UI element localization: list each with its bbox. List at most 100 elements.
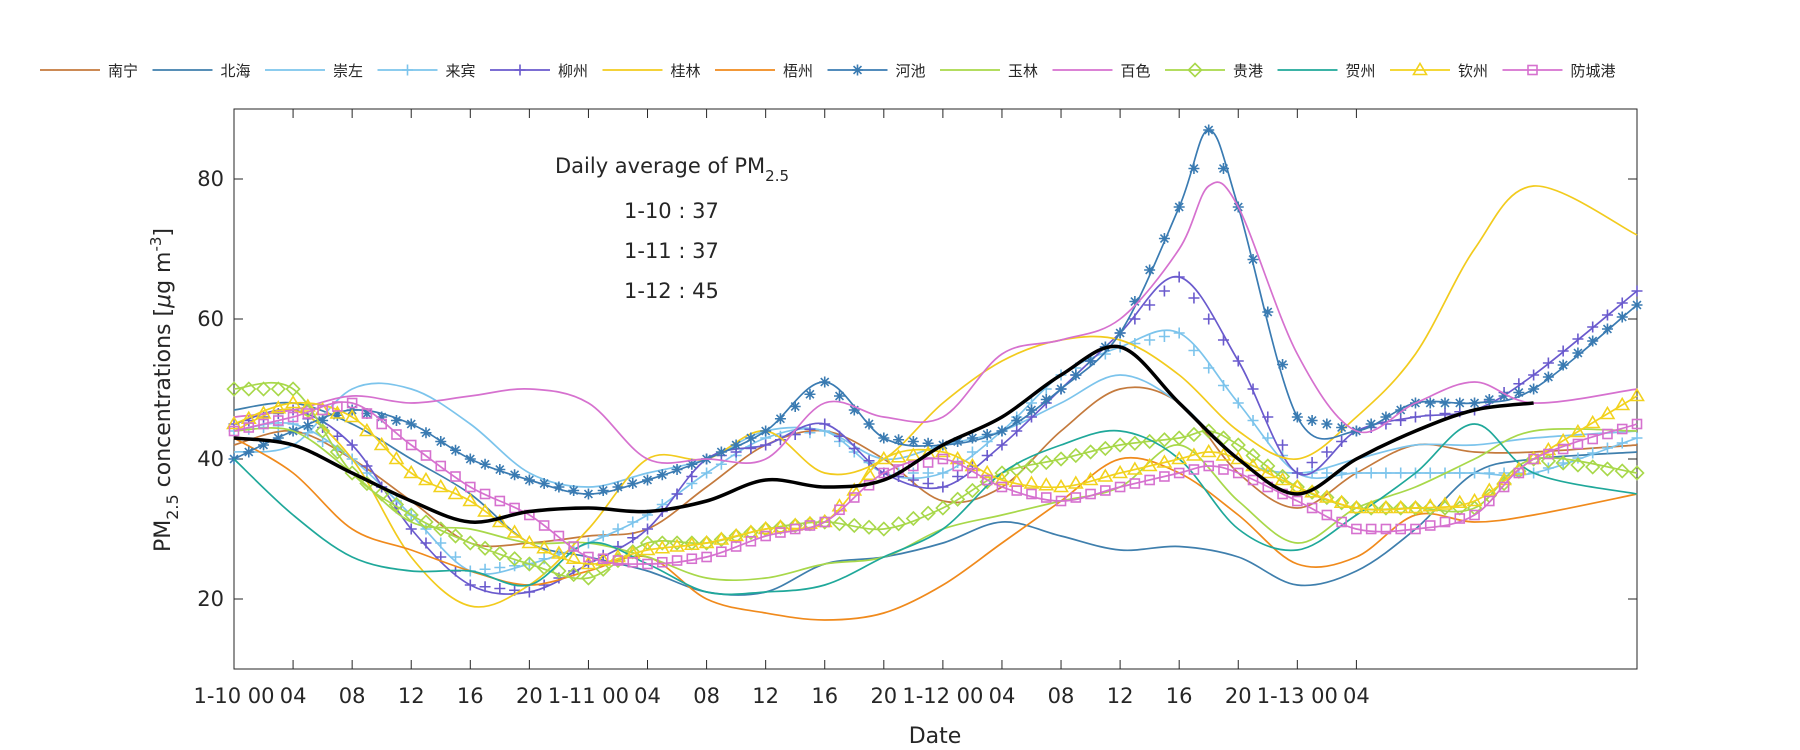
data-point-marker [450,444,462,456]
data-point-marker [715,446,727,458]
data-point-marker [285,394,301,409]
data-point-marker [1422,498,1439,512]
data-point-marker [952,460,963,472]
data-point-marker [272,432,284,444]
y-tick-label: 60 [197,307,224,331]
data-point-marker [418,471,434,486]
data-point-marker [1188,345,1200,356]
data-point-marker [819,516,831,528]
data-point-marker [1187,62,1203,78]
data-point-marker [1599,461,1616,477]
legend-label: 桂林 [671,62,701,80]
data-point-marker [1158,285,1170,297]
data-point-marker [1319,489,1335,506]
annotation-line: 1-11 : 37 [624,239,719,263]
data-point-marker [597,485,609,496]
data-point-marker [1407,500,1424,516]
data-point-marker [1097,440,1113,457]
data-point-marker [875,450,892,465]
annotation-title: Daily average of PM2.5 [555,154,789,185]
data-point-marker [270,400,287,414]
data-point-marker [1112,464,1129,479]
data-point-marker [479,563,491,575]
data-point-marker [402,64,413,76]
plot-area [233,108,1638,670]
data-point-marker [462,492,479,507]
data-point-marker [1053,451,1069,467]
x-tick-label: 12 [1107,684,1134,708]
data-point-marker [302,420,314,432]
data-point-marker [1321,467,1333,479]
data-point-marker [1112,437,1128,453]
annotation-line: 1-10 : 37 [624,199,719,223]
data-point-marker [728,527,745,542]
data-point-marker [270,381,286,397]
data-point-marker [671,464,683,475]
data-point-marker [1587,447,1599,459]
data-point-marker [447,528,464,544]
data-point-marker [566,566,582,583]
data-point-marker [1601,323,1613,335]
annotation-line: 1-12 : 45 [624,279,719,303]
data-point-marker [464,453,476,465]
data-point-marker [757,520,774,535]
data-point-marker [1173,201,1185,213]
data-point-marker [1395,415,1407,426]
data-point-marker [627,516,639,528]
data-point-marker [1483,394,1495,405]
x-tick-label: 20 [516,684,543,708]
x-axis-label: Date [909,724,962,749]
data-point-marker [1232,355,1244,367]
data-point-marker [1262,306,1274,318]
data-point-marker [683,536,700,551]
data-point-marker [1585,459,1601,475]
data-point-marker [329,444,346,460]
data-point-marker [1129,296,1141,307]
data-point-marker [299,398,316,412]
data-point-marker [506,524,523,538]
data-point-marker [1144,474,1155,486]
data-point-marker [494,562,506,573]
x-tick-label: 1-13 00 [1257,684,1338,708]
series-12 [233,423,1638,596]
data-point-marker [698,534,715,549]
data-point-marker [996,425,1008,437]
data-point-marker [1380,467,1392,479]
data-point-marker [332,401,343,412]
data-point-marker [1053,478,1069,493]
data-point-marker [1616,437,1628,449]
data-point-marker [890,449,907,463]
data-point-marker [1085,488,1096,500]
data-point-marker [538,579,550,591]
series-line [233,437,1638,621]
data-point-marker [595,552,612,566]
data-point-marker [273,415,284,426]
data-point-marker [538,553,550,565]
series-11 [226,381,1645,586]
data-point-marker [405,418,417,430]
data-point-marker [1259,464,1276,479]
data-point-marker [935,500,951,516]
data-point-marker [553,530,565,542]
data-point-marker [420,427,432,439]
data-point-marker [287,411,299,423]
data-point-marker [669,538,685,552]
mean-line [233,344,1534,524]
data-point-marker [934,443,951,458]
legend-label: 贺州 [1346,62,1376,80]
legend-label: 北海 [221,62,251,80]
data-point-marker [772,519,789,533]
legend-item: 梧州 [715,62,813,80]
data-point-marker [1614,396,1631,411]
x-tick-label: 20 [1225,684,1252,708]
data-point-marker [1156,454,1173,468]
data-point-marker [317,415,329,426]
data-point-marker [494,495,506,507]
data-point-marker [730,439,742,451]
legend-label: 贵港 [1233,62,1263,80]
data-point-marker [1247,254,1259,265]
data-point-marker [1188,163,1200,174]
legend-item: 贺州 [1277,62,1376,80]
legend-item: 柳州 [490,62,588,80]
